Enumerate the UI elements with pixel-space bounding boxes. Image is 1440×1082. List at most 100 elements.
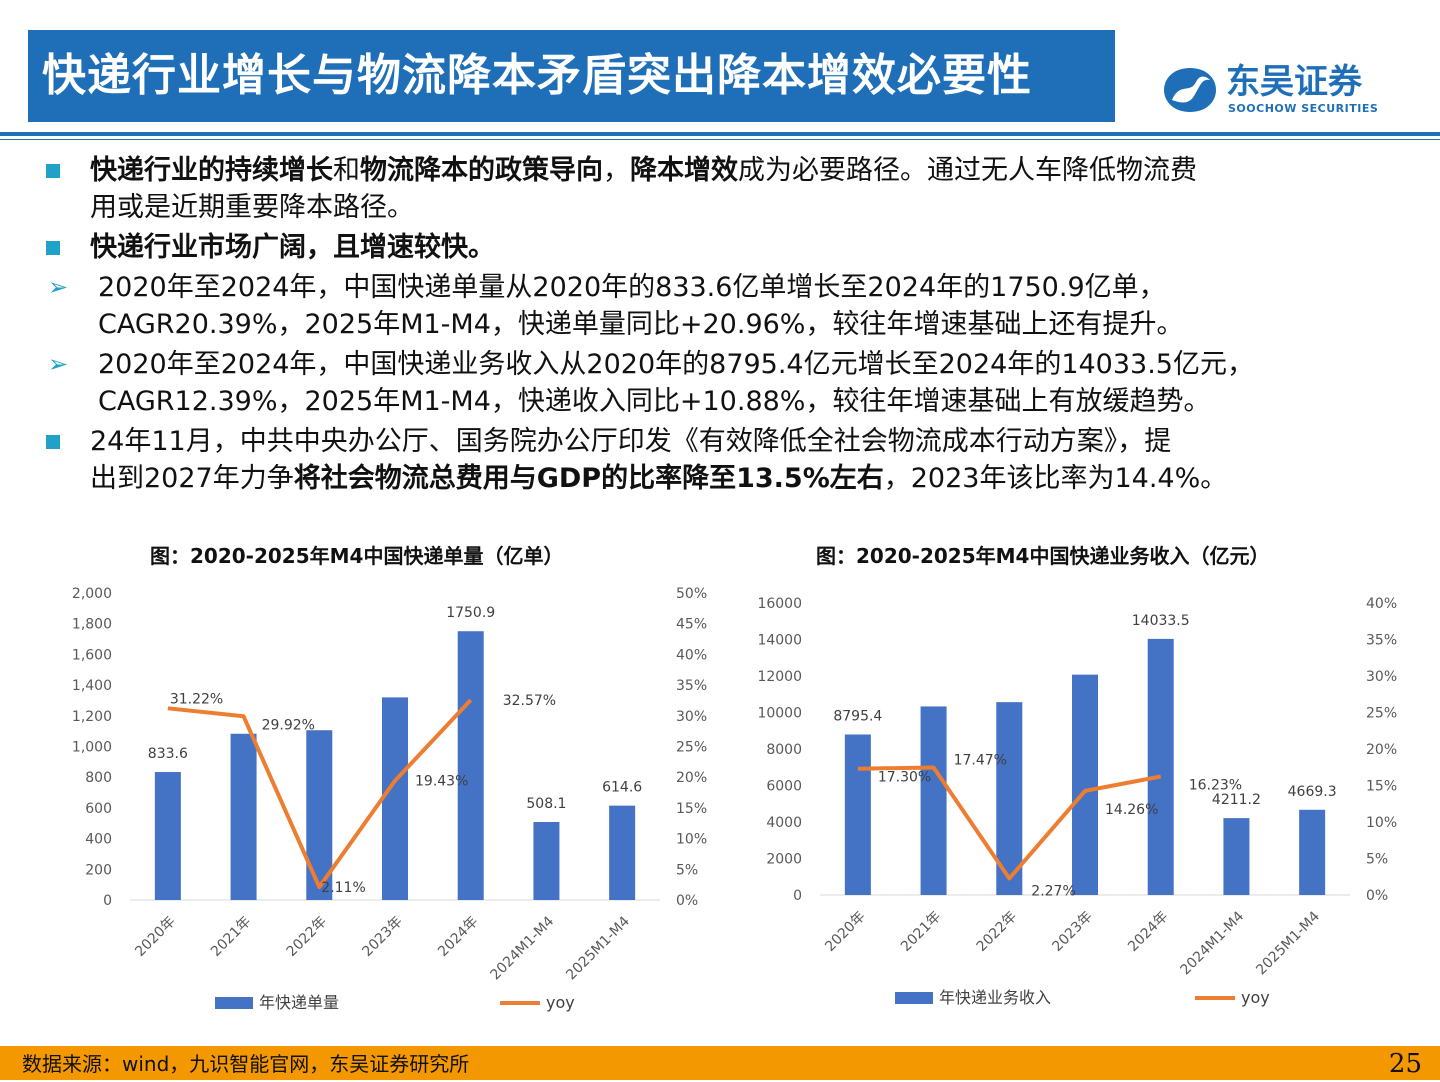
bar	[533, 822, 560, 900]
y-left-tick-label: 1,200	[72, 709, 112, 725]
bullet-text: 快递行业的持续增长	[90, 155, 333, 186]
y-left-tick-label: 0	[103, 893, 112, 909]
line-data-label: 2.11%	[321, 880, 365, 896]
x-tick-label: 2024M1-M4	[1177, 908, 1247, 978]
bar-data-label: 8795.4	[833, 708, 882, 724]
bar-data-label: 508.1	[526, 796, 566, 812]
bar-data-label: 4211.2	[1212, 792, 1261, 808]
bullet-text: 2020年至2024年，中国快递单量从2020年的833.6亿单增长至2024年…	[98, 272, 1166, 303]
y-right-tick-label: 25%	[1366, 706, 1397, 722]
x-tick-label: 2021年	[208, 914, 254, 960]
y-right-tick-label: 40%	[676, 647, 707, 663]
y-left-tick-label: 1,400	[72, 678, 112, 694]
bullet-item: 快递行业的持续增长和物流降本的政策导向，降本增效成为必要路径。通过无人车降低物流…	[40, 152, 1420, 226]
y-right-tick-label: 10%	[676, 832, 707, 848]
data-source: 数据来源：wind，九识智能官网，东吴证券研究所	[22, 1052, 470, 1076]
header-divider	[0, 132, 1440, 136]
sub-bullet-item: ➢ 2020年至2024年，中国快递业务收入从2020年的8795.4亿元增长至…	[40, 346, 1420, 420]
header-divider-thin	[0, 139, 1440, 140]
x-tick-label: 2025M1-M4	[563, 913, 633, 983]
bullet-text: 降本增效	[630, 155, 738, 186]
legend-label: 年快递单量	[259, 993, 339, 1012]
line-data-label: 29.92%	[262, 717, 315, 733]
bullet-text: 快递行业市场广阔，且增速较快。	[90, 232, 495, 263]
x-tick-label: 2024年	[1125, 909, 1171, 955]
bullet-list: 快递行业的持续增长和物流降本的政策导向，降本增效成为必要路径。通过无人车降低物流…	[40, 152, 1420, 500]
legend-bar-swatch	[215, 997, 253, 1009]
x-tick-label: 2024M1-M4	[487, 913, 557, 983]
bar	[1299, 809, 1326, 895]
x-tick-label: 2021年	[898, 909, 944, 955]
express-revenue-chart: 0 2000 4000 6000 8000 10000 12000 14000 16000 0% 5…	[757, 596, 1397, 1007]
y-right-tick-label: 5%	[676, 862, 698, 878]
bar-data-label: 833.6	[148, 746, 188, 762]
y-left-tick-label: 1,600	[72, 647, 112, 663]
bullet-text: 成为必要路径。通过无人车降低物流费	[738, 155, 1197, 186]
yoy-line	[857, 765, 1162, 881]
soochow-logo: 东吴证券 SOOCHOW SECURITIES	[1160, 62, 1410, 120]
line-data-label: 17.47%	[954, 752, 1007, 768]
bar	[154, 772, 181, 900]
bar	[920, 706, 947, 895]
bar-data-label: 1750.9	[446, 605, 495, 621]
y-right-tick-label: 0%	[676, 893, 698, 909]
y-left-tick-label: 600	[85, 801, 112, 817]
y-left-tick-label: 1,800	[72, 617, 112, 633]
y-right-tick-label: 20%	[676, 770, 707, 786]
chart-title-volume: 图：2020-2025年M4中国快递单量（亿单）	[150, 544, 564, 568]
y-right-tick-label: 50%	[676, 586, 707, 602]
bullet-text: 和	[333, 155, 360, 186]
square-bullet-icon	[46, 241, 60, 255]
y-right-tick-label: 20%	[1366, 742, 1397, 758]
bar	[382, 697, 408, 900]
square-bullet-icon	[46, 435, 60, 449]
bar	[1147, 638, 1174, 895]
bar-data-label: 614.6	[602, 780, 642, 796]
y-left-tick-label: 6000	[766, 779, 802, 795]
line-data-label: 31.22%	[170, 691, 223, 707]
legend-bar-swatch	[895, 992, 933, 1004]
yoy-line	[167, 698, 473, 890]
y-left-tick-label: 0	[793, 888, 802, 904]
legend-label: yoy	[1241, 988, 1270, 1007]
bullet-text: CAGR20.39%，2025年M1-M4，快递单量同比+20.96%，较往年增…	[98, 309, 1184, 340]
x-tick-label: 2024年	[435, 914, 481, 960]
bullet-text: 24年11月，中共中央办公厅、国务院办公厅印发《有效降低全社会物流成本行动方案》…	[90, 426, 1172, 457]
express-volume-chart: 0 200 400 600 800 1,000 1,200 1,400 1,600 1,800 2,…	[72, 586, 707, 1012]
y-right-tick-label: 0%	[1366, 888, 1388, 904]
y-right-tick-label: 15%	[676, 801, 707, 817]
y-right-tick-label: 30%	[676, 709, 707, 725]
line-data-label: 16.23%	[1189, 778, 1242, 794]
y-right-tick-label: 40%	[1366, 596, 1397, 612]
y-left-tick-label: 2000	[766, 852, 802, 868]
square-bullet-icon	[46, 164, 60, 178]
page-title: 快递行业增长与物流降本矛盾突出降本增效必要性	[42, 50, 1032, 101]
y-right-tick-label: 10%	[1366, 815, 1397, 831]
bullet-text: ，	[603, 155, 630, 186]
line-data-label: 32.57%	[503, 693, 556, 709]
line-data-label: 19.43%	[415, 774, 468, 790]
title-banner: 快递行业增长与物流降本矛盾突出降本增效必要性	[28, 30, 1115, 122]
bullet-item: 快递行业市场广阔，且增速较快。	[40, 229, 1420, 266]
soochow-logo-icon	[1164, 68, 1216, 112]
bar	[457, 631, 484, 900]
y-left-tick-label: 200	[85, 862, 112, 878]
bullet-item: 24年11月，中共中央办公厅、国务院办公厅印发《有效降低全社会物流成本行动方案》…	[40, 423, 1420, 497]
chart-title-revenue: 图：2020-2025年M4中国快递业务收入（亿元）	[816, 544, 1270, 568]
bar-data-label: 4669.3	[1288, 784, 1337, 800]
bar	[844, 734, 871, 895]
x-tick-label: 2023年	[359, 914, 405, 960]
bar	[1072, 674, 1098, 895]
y-right-tick-label: 35%	[1366, 633, 1397, 649]
bar-data-label: 14033.5	[1132, 613, 1190, 629]
x-tick-label: 2020年	[822, 909, 868, 955]
y-left-tick-label: 14000	[757, 633, 802, 649]
logo-name-en: SOOCHOW SECURITIES	[1228, 102, 1379, 115]
logo-name-cn: 东吴证券	[1226, 62, 1362, 102]
y-left-tick-label: 16000	[757, 596, 802, 612]
y-right-tick-label: 45%	[676, 617, 707, 633]
y-right-tick-label: 35%	[676, 678, 707, 694]
y-left-tick-label: 800	[85, 770, 112, 786]
line-data-label: 17.30%	[878, 770, 931, 786]
y-left-tick-label: 400	[85, 832, 112, 848]
